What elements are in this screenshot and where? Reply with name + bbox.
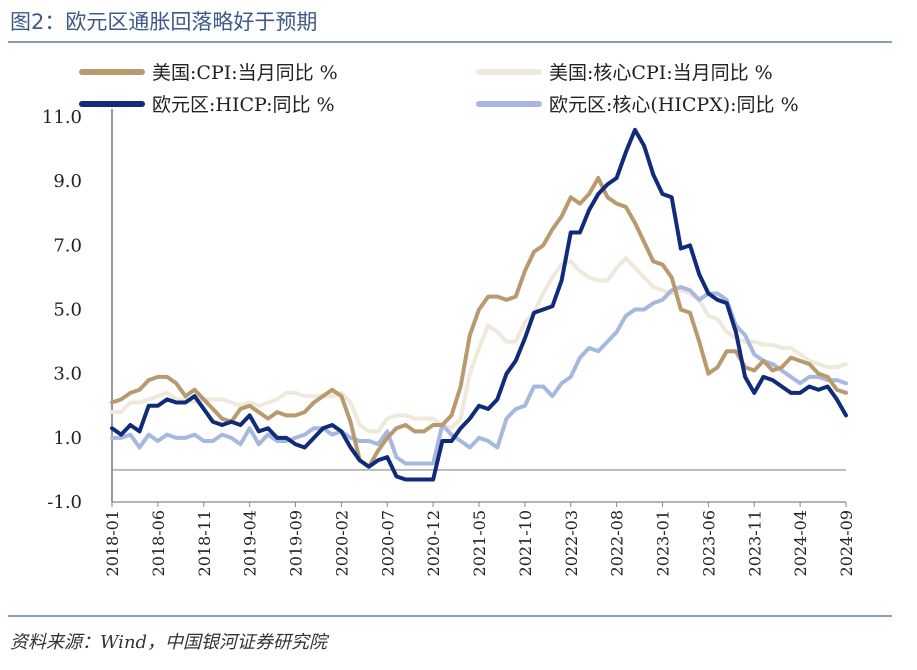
legend-label-2: 欧元区:HICP:同比 % <box>152 94 335 116</box>
series-lines <box>110 127 848 482</box>
x-tick-label: 2023-01 <box>654 510 673 576</box>
y-tick-label: 1.0 <box>53 428 82 449</box>
y-tick-label: 9.0 <box>53 171 82 192</box>
x-axis: 2018-01 2018-06 2018-11 2019-04 2019-09 2020-… <box>103 501 856 576</box>
source-divider <box>8 615 892 617</box>
x-tick-label: 2019-09 <box>287 510 306 576</box>
x-tick-label: 2023-06 <box>699 510 718 576</box>
line-chart: 美国:CPI:当月同比 % 美国:核心CPI:当月同比 % 欧元区:HICP:同比 … <box>42 62 856 576</box>
x-tick-label: 2022-08 <box>608 510 627 576</box>
x-tick-label: 2021-05 <box>470 510 489 576</box>
x-tick-label: 2020-02 <box>332 510 351 576</box>
x-tick-label: 2024-04 <box>791 510 810 576</box>
y-tick-label: 11.0 <box>42 107 82 128</box>
series-line-0 <box>110 175 848 469</box>
series-line-1 <box>110 256 848 434</box>
x-tick-label: 2024-09 <box>837 510 856 576</box>
series-line-3 <box>110 285 848 466</box>
title-divider <box>8 41 892 43</box>
x-tick-label: 2020-12 <box>424 510 443 576</box>
legend-label-3: 欧元区:核心(HICPX):同比 % <box>549 94 799 116</box>
source-note: 资料来源：Wind，中国银河证券研究院 <box>10 632 328 653</box>
y-tick-label: 7.0 <box>53 235 82 256</box>
y-tick-label: 5.0 <box>53 300 82 321</box>
y-axis: 11.0 9.0 7.0 5.0 3.0 1.0 -1.0 <box>42 107 846 513</box>
legend: 美国:CPI:当月同比 % 美国:核心CPI:当月同比 % 欧元区:HICP:同比 … <box>79 62 799 116</box>
x-tick-label: 2020-07 <box>378 510 397 576</box>
x-tick-label: 2021-10 <box>516 510 535 576</box>
legend-label-0: 美国:CPI:当月同比 % <box>152 62 338 84</box>
x-tick-label: 2023-11 <box>745 510 764 576</box>
x-tick-label: 2018-06 <box>149 510 168 576</box>
chart-title: 图2：欧元区通胀回落略好于预期 <box>10 10 318 34</box>
x-tick-label: 2018-01 <box>103 510 122 576</box>
x-tick-label: 2018-11 <box>195 510 214 576</box>
y-tick-label: -1.0 <box>47 492 82 513</box>
x-tick-label: 2022-03 <box>562 510 581 576</box>
series-line-2 <box>110 127 848 482</box>
y-tick-label: 3.0 <box>53 364 82 385</box>
legend-label-1: 美国:核心CPI:当月同比 % <box>549 62 773 84</box>
x-tick-label: 2019-04 <box>241 510 260 576</box>
